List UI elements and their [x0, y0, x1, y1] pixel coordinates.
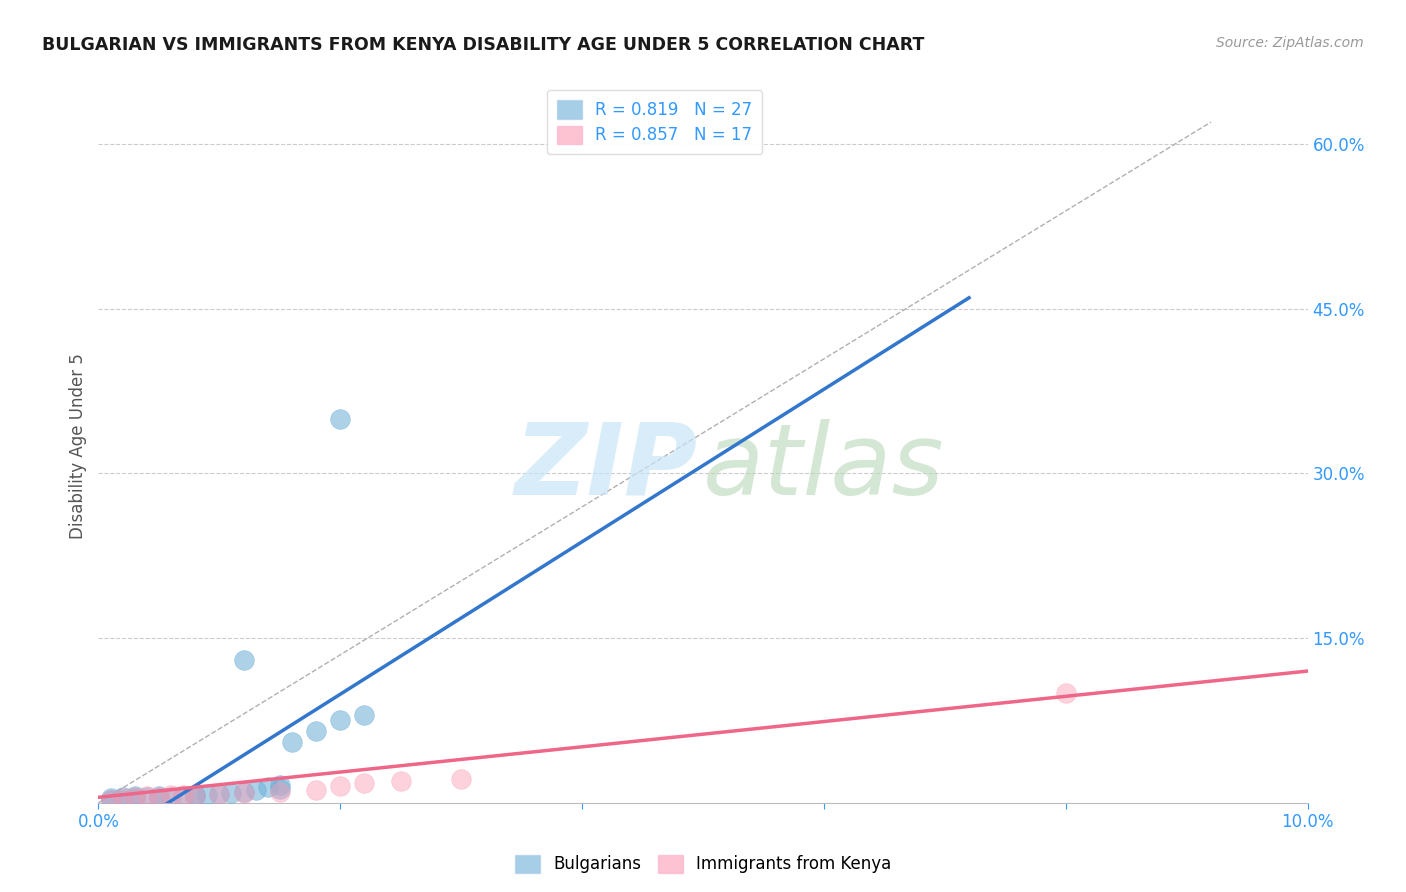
- Point: [256, 780, 278, 795]
- Point: [184, 788, 207, 802]
- Y-axis label: Disability Age Under 5: Disability Age Under 5: [69, 353, 87, 539]
- Point: [353, 776, 375, 790]
- Point: [111, 791, 134, 805]
- Text: Source: ZipAtlas.com: Source: ZipAtlas.com: [1216, 36, 1364, 50]
- Point: [1054, 686, 1077, 700]
- Point: [100, 792, 122, 806]
- Point: [208, 787, 231, 801]
- Text: ZIP: ZIP: [515, 419, 697, 516]
- Point: [232, 785, 254, 799]
- Point: [135, 790, 157, 805]
- Point: [148, 789, 170, 804]
- Text: BULGARIAN VS IMMIGRANTS FROM KENYA DISABILITY AGE UNDER 5 CORRELATION CHART: BULGARIAN VS IMMIGRANTS FROM KENYA DISAB…: [42, 36, 925, 54]
- Point: [232, 653, 254, 667]
- Point: [124, 791, 146, 805]
- Point: [124, 789, 146, 804]
- Point: [329, 714, 352, 728]
- Point: [389, 773, 412, 788]
- Point: [184, 789, 207, 804]
- Point: [100, 791, 122, 805]
- Point: [232, 786, 254, 800]
- Point: [148, 790, 170, 805]
- Point: [269, 781, 291, 796]
- Point: [305, 782, 328, 797]
- Point: [160, 788, 183, 802]
- Point: [329, 780, 352, 794]
- Point: [305, 724, 328, 739]
- Point: [184, 789, 207, 804]
- Point: [281, 735, 304, 749]
- Point: [111, 792, 134, 806]
- Point: [124, 790, 146, 805]
- Point: [353, 708, 375, 723]
- Point: [100, 792, 122, 806]
- Point: [269, 785, 291, 799]
- Point: [208, 787, 231, 801]
- Text: atlas: atlas: [703, 419, 945, 516]
- Legend: Bulgarians, Immigrants from Kenya: Bulgarians, Immigrants from Kenya: [508, 848, 898, 880]
- Point: [148, 791, 170, 805]
- Point: [195, 788, 218, 802]
- Point: [450, 772, 472, 786]
- Point: [160, 790, 183, 805]
- Point: [135, 789, 157, 804]
- Point: [269, 778, 291, 792]
- Point: [329, 411, 352, 425]
- Point: [172, 789, 194, 804]
- Point: [111, 790, 134, 805]
- Point: [172, 788, 194, 802]
- Point: [245, 782, 267, 797]
- Point: [221, 786, 243, 800]
